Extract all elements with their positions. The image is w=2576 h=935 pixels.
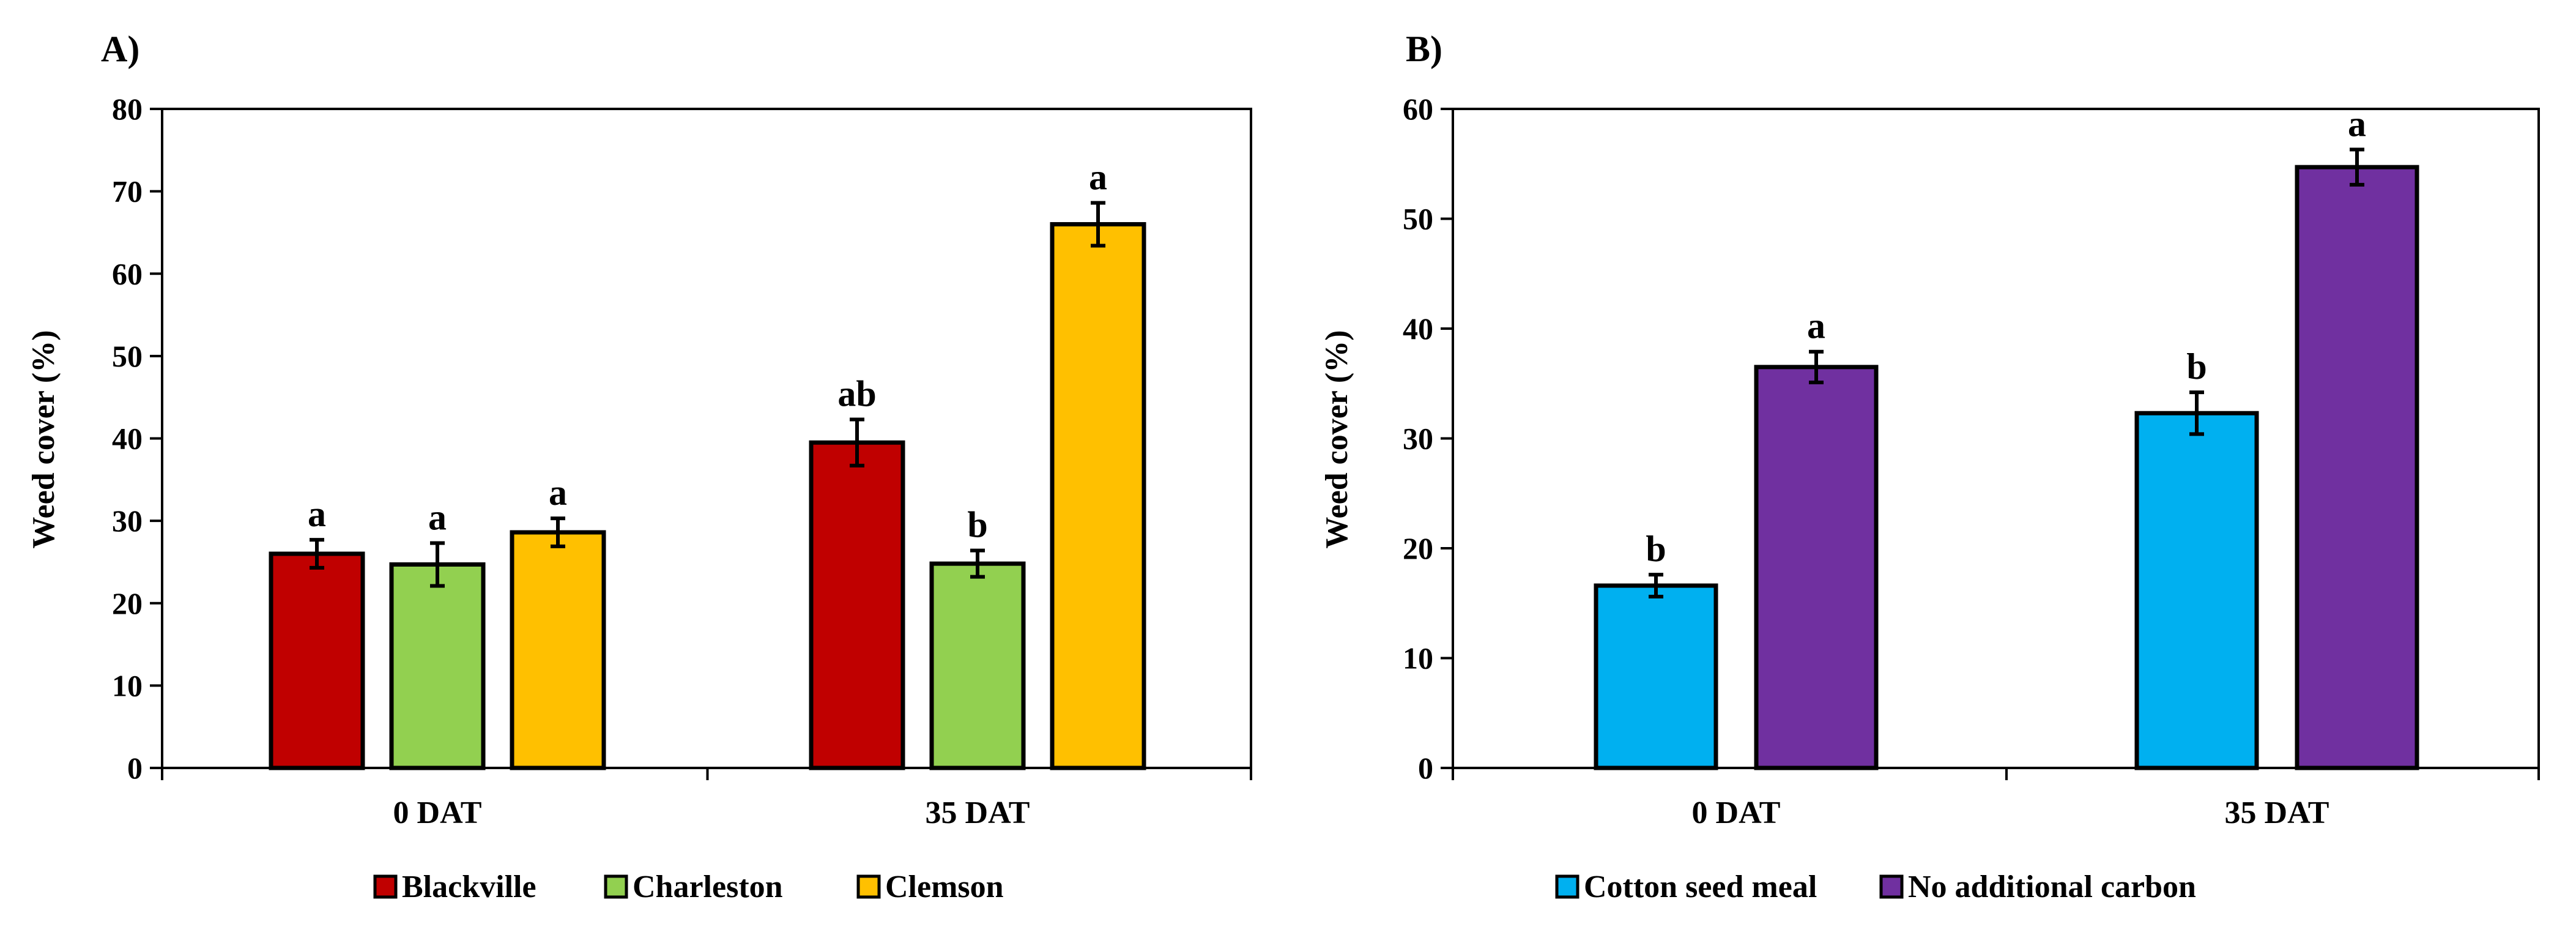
panel-b-chart: B) Weed cover (%) 0 10 20 30 40 50 60 0 DAT 35 D…	[1320, 29, 2540, 904]
panel-a-bar	[510, 530, 606, 770]
panel-b-bar	[1754, 365, 1879, 770]
panel-a-y-tick-label: 10	[112, 668, 143, 702]
panel-a-y-tick-label: 0	[127, 751, 143, 785]
panel-a-label: A)	[101, 29, 139, 69]
panel-b-bar	[1594, 583, 1718, 770]
panel-b-y-tick-label: 0	[1418, 751, 1433, 785]
panel-a-bar	[269, 551, 365, 770]
panel-b-y-tick-label: 30	[1403, 422, 1433, 456]
panel-b-legend-label: No additional carbon	[1908, 870, 2196, 904]
panel-b-y-tick-label: 50	[1403, 202, 1433, 236]
panel-a-y-tick-label: 20	[112, 586, 143, 620]
panel-a-significance-letter: a	[428, 497, 447, 537]
panel-a-x-category-label: 35 DAT	[926, 795, 1030, 830]
panel-a-significance-letter: a	[308, 494, 326, 534]
panel-b-x-category-label: 35 DAT	[2225, 795, 2329, 830]
panel-a-y-tick-label: 30	[112, 504, 143, 538]
panel-a-legend-label: Clemson	[885, 870, 1004, 904]
panel-a-bar	[1050, 222, 1146, 770]
panel-a-y-tick-label: 80	[112, 92, 143, 126]
panel-a-significance-letter: a	[549, 472, 567, 513]
panel-a-bar	[929, 561, 1026, 770]
panel-b-legend-swatch	[1555, 874, 1579, 899]
panel-a-bar	[389, 562, 486, 770]
panel-b-bar	[2134, 411, 2259, 770]
panel-b-significance-letter: b	[1646, 529, 1666, 569]
panel-b-significance-letter: b	[2186, 346, 2207, 387]
panel-b-legend-swatch	[1879, 874, 1904, 899]
panel-a-legend-label: Blackville	[402, 870, 536, 904]
panel-a-legend-swatch	[856, 874, 881, 899]
panel-b-y-tick-label: 20	[1403, 531, 1433, 565]
panel-a-bar	[809, 440, 905, 770]
panel-b-significance-letter: a	[2348, 103, 2366, 144]
panel-b-bar	[2295, 165, 2419, 770]
panel-a-chart: A) Weed cover (%) 0 10 20 30 40 50 60 70 80 0 DAT…	[26, 29, 1252, 904]
panel-a-significance-letter: b	[967, 505, 987, 545]
panel-a-y-tick-label: 40	[112, 422, 143, 456]
panel-a-x-category-label: 0 DAT	[393, 795, 482, 830]
panel-b-y-tick-label: 60	[1403, 92, 1433, 126]
panel-a-significance-letter: ab	[837, 374, 876, 414]
panel-b-y-axis-label: Weed cover (%)	[1320, 330, 1354, 548]
panel-a-significance-letter: a	[1089, 157, 1107, 197]
panel-b-x-category-label: 0 DAT	[1692, 795, 1781, 830]
panel-a-legend-label: Charleston	[633, 870, 783, 904]
panel-b-label: B)	[1406, 29, 1442, 69]
panel-a-legend-swatch	[604, 874, 628, 899]
panel-b-legend-label: Cotton seed meal	[1584, 870, 1817, 904]
panel-a-y-tick-label: 70	[112, 174, 143, 209]
panel-a-y-tick-label: 60	[112, 256, 143, 291]
panel-b-y-tick-label: 10	[1403, 641, 1433, 676]
panel-a-y-axis-label: Weed cover (%)	[26, 330, 61, 548]
panel-b-significance-letter: a	[1807, 306, 1825, 346]
panel-a-legend-swatch	[373, 874, 398, 899]
panel-b-y-tick-label: 40	[1403, 311, 1433, 346]
panel-a-y-tick-label: 50	[112, 339, 143, 373]
